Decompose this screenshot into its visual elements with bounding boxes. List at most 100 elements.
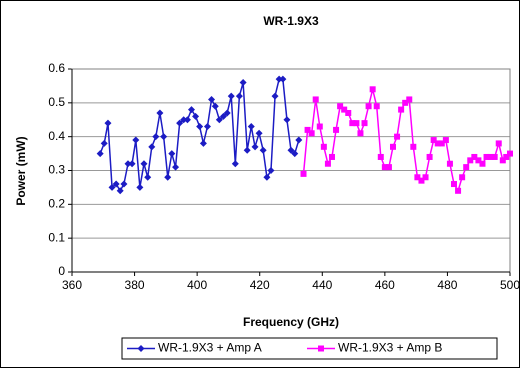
y-tick-label: 0.3 (48, 163, 65, 177)
marker (304, 126, 311, 133)
marker (487, 153, 494, 160)
marker (283, 116, 291, 124)
marker (137, 345, 145, 352)
legend-label: WR-1.9X3 + Amp B (338, 341, 442, 355)
marker (227, 92, 235, 100)
marker (491, 153, 498, 160)
x-tick-label: 380 (125, 278, 145, 292)
marker (271, 92, 279, 100)
marker (459, 174, 466, 181)
marker (192, 112, 200, 120)
marker (324, 160, 331, 167)
marker (148, 143, 156, 151)
marker (255, 129, 263, 137)
marker (231, 160, 239, 168)
marker (337, 103, 344, 110)
x-axis-label: Frequency (GHz) (243, 315, 339, 329)
marker (430, 137, 437, 144)
marker (104, 119, 112, 127)
marker (208, 95, 216, 103)
marker (211, 102, 219, 110)
marker (426, 153, 433, 160)
marker (333, 126, 340, 133)
marker (239, 79, 247, 87)
marker (434, 140, 441, 147)
marker (316, 123, 323, 130)
marker (442, 137, 449, 144)
marker (318, 345, 324, 352)
marker (295, 136, 303, 144)
marker (219, 112, 227, 120)
marker (160, 133, 168, 141)
marker (120, 180, 128, 188)
x-tick-label: 360 (62, 278, 82, 292)
marker (365, 103, 372, 110)
marker (203, 123, 211, 131)
marker (96, 150, 104, 158)
marker (389, 143, 396, 150)
x-tick-label: 460 (375, 278, 395, 292)
marker (345, 109, 352, 116)
marker (328, 153, 335, 160)
marker (422, 174, 429, 181)
marker (144, 173, 152, 181)
marker (308, 130, 315, 137)
marker (279, 75, 287, 83)
marker (168, 150, 176, 158)
marker (291, 150, 299, 158)
legend-label: WR-1.9X3 + Amp A (158, 341, 262, 355)
marker (267, 167, 275, 174)
marker (402, 99, 409, 106)
x-tick-label: 440 (312, 278, 332, 292)
marker (164, 173, 172, 181)
y-axis-label: Power (mW) (14, 136, 28, 205)
marker (287, 146, 295, 154)
marker (132, 136, 140, 144)
marker (361, 120, 368, 127)
marker (349, 120, 356, 127)
marker (172, 163, 180, 171)
marker (116, 187, 124, 195)
marker (507, 150, 513, 157)
marker (259, 146, 267, 154)
marker (196, 123, 204, 131)
marker (385, 164, 392, 171)
chart-border (0, 0, 520, 368)
marker (215, 116, 223, 124)
y-tick-label: 0.1 (48, 230, 65, 244)
marker (369, 86, 376, 93)
marker (223, 109, 231, 117)
marker (475, 157, 482, 164)
marker (495, 140, 502, 147)
marker (483, 153, 490, 160)
marker (136, 183, 144, 191)
marker (183, 116, 191, 124)
marker (300, 170, 307, 177)
marker (438, 140, 445, 147)
marker (373, 103, 380, 110)
marker (235, 92, 243, 100)
marker (176, 119, 184, 127)
marker (503, 153, 510, 160)
y-tick-label: 0 (58, 264, 65, 278)
marker (128, 160, 136, 168)
marker (377, 153, 384, 160)
marker (406, 96, 413, 103)
y-tick-label: 0.2 (48, 197, 65, 211)
marker (446, 160, 453, 167)
marker (479, 160, 486, 167)
marker (124, 160, 132, 168)
marker (199, 139, 207, 147)
marker (455, 187, 462, 194)
marker (499, 157, 506, 164)
marker (108, 183, 116, 191)
marker (247, 123, 255, 131)
marker (467, 157, 474, 164)
marker (251, 143, 259, 151)
marker (312, 96, 319, 103)
marker (418, 177, 425, 184)
x-tick-label: 420 (250, 278, 270, 292)
marker (394, 133, 401, 140)
marker (156, 109, 164, 117)
